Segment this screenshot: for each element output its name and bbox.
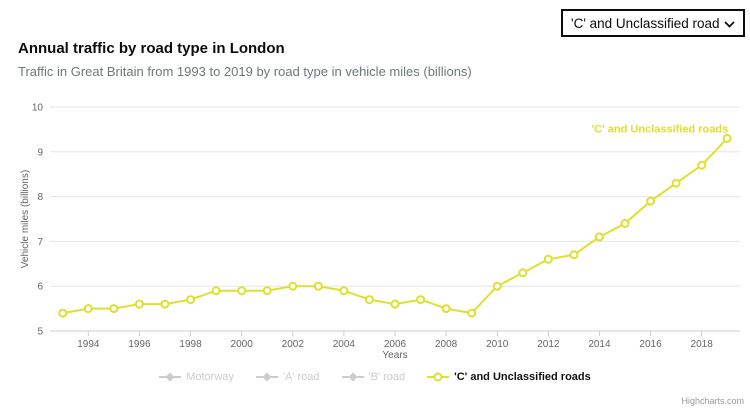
series-point: [569, 250, 579, 260]
series-point: [109, 304, 119, 314]
y-tick-label: 6: [37, 282, 43, 293]
x-tick-label: 1996: [128, 339, 151, 350]
a-road-marker-icon: [255, 372, 278, 382]
legend-item-label: 'B' road: [368, 371, 406, 383]
series-point: [134, 299, 144, 309]
x-tick-label: 2014: [588, 339, 611, 350]
x-tick-label: 2004: [333, 339, 356, 350]
chart-legend: Motorway 'A' road 'B' road 'C' and Unclassi…: [0, 371, 750, 383]
series-point: [416, 295, 426, 305]
series-point: [211, 286, 221, 296]
page-subtitle: Traffic in Great Britain from 1993 to 20…: [18, 64, 472, 79]
series-point: [543, 254, 553, 264]
c-and-unclassified-roads-marker-icon: [427, 372, 450, 382]
series-point: [237, 286, 247, 296]
series-line: [62, 137, 728, 315]
series-point: [364, 295, 374, 305]
series-point: [339, 286, 349, 296]
legend-item-motorway[interactable]: Motorway: [159, 371, 234, 383]
y-tick-label: 5: [37, 327, 43, 338]
series-point: [671, 178, 681, 188]
legend-item-a-road[interactable]: 'A' road: [255, 371, 320, 383]
y-tick-label: 9: [37, 147, 43, 158]
x-tick-label: 2016: [639, 339, 662, 350]
series-point: [313, 281, 323, 291]
y-tick-label: 8: [37, 192, 43, 203]
series-point: [83, 304, 93, 314]
series-point: [620, 219, 630, 228]
series-point: [441, 304, 451, 314]
legend-item-label: Motorway: [186, 371, 234, 383]
series-point: [492, 281, 502, 291]
y-axis-title: Vehicle miles (billions): [20, 170, 31, 268]
highcharts-credit-link[interactable]: Highcharts.com: [681, 396, 744, 406]
series-point: [160, 299, 170, 309]
series-label-annotation: 'C' and Unclassified roads: [592, 123, 729, 135]
series-point: [722, 133, 732, 143]
x-tick-label: 2006: [384, 339, 407, 350]
x-tick-label: 2000: [231, 339, 254, 350]
series-point: [646, 196, 656, 206]
x-tick-label: 1994: [77, 339, 100, 350]
series-point: [390, 299, 400, 309]
legend-item-label: 'A' road: [282, 371, 320, 383]
road-type-select[interactable]: 'C' and Unclassified roads: [563, 11, 743, 35]
x-tick-label: 1998: [179, 339, 202, 350]
legend-item-label: 'C' and Unclassified roads: [454, 371, 591, 383]
road-type-select-wrap: 'C' and Unclassified roads: [561, 9, 745, 37]
x-axis-title: Years: [382, 350, 407, 361]
series-point: [262, 286, 272, 296]
motorway-marker-icon: [159, 372, 182, 382]
x-tick-label: 2012: [537, 339, 560, 350]
x-tick-label: 2008: [435, 339, 458, 350]
series-point: [186, 295, 196, 305]
series-point: [467, 308, 477, 318]
series-point: [288, 281, 298, 291]
legend-item-b-road[interactable]: 'B' road: [341, 371, 406, 383]
series-point: [697, 160, 707, 170]
y-tick-label: 10: [32, 103, 44, 114]
series-point: [518, 268, 528, 278]
x-tick-label: 2018: [691, 339, 714, 350]
x-tick-label: 2002: [282, 339, 305, 350]
x-tick-label: 2010: [486, 339, 509, 350]
legend-item-c-and-unclassified-roads[interactable]: 'C' and Unclassified roads: [427, 371, 591, 383]
b-road-marker-icon: [341, 372, 364, 382]
series-point: [58, 308, 68, 318]
y-tick-label: 7: [37, 237, 43, 248]
series-point: [594, 232, 604, 242]
page-title: Annual traffic by road type in London: [18, 40, 285, 57]
